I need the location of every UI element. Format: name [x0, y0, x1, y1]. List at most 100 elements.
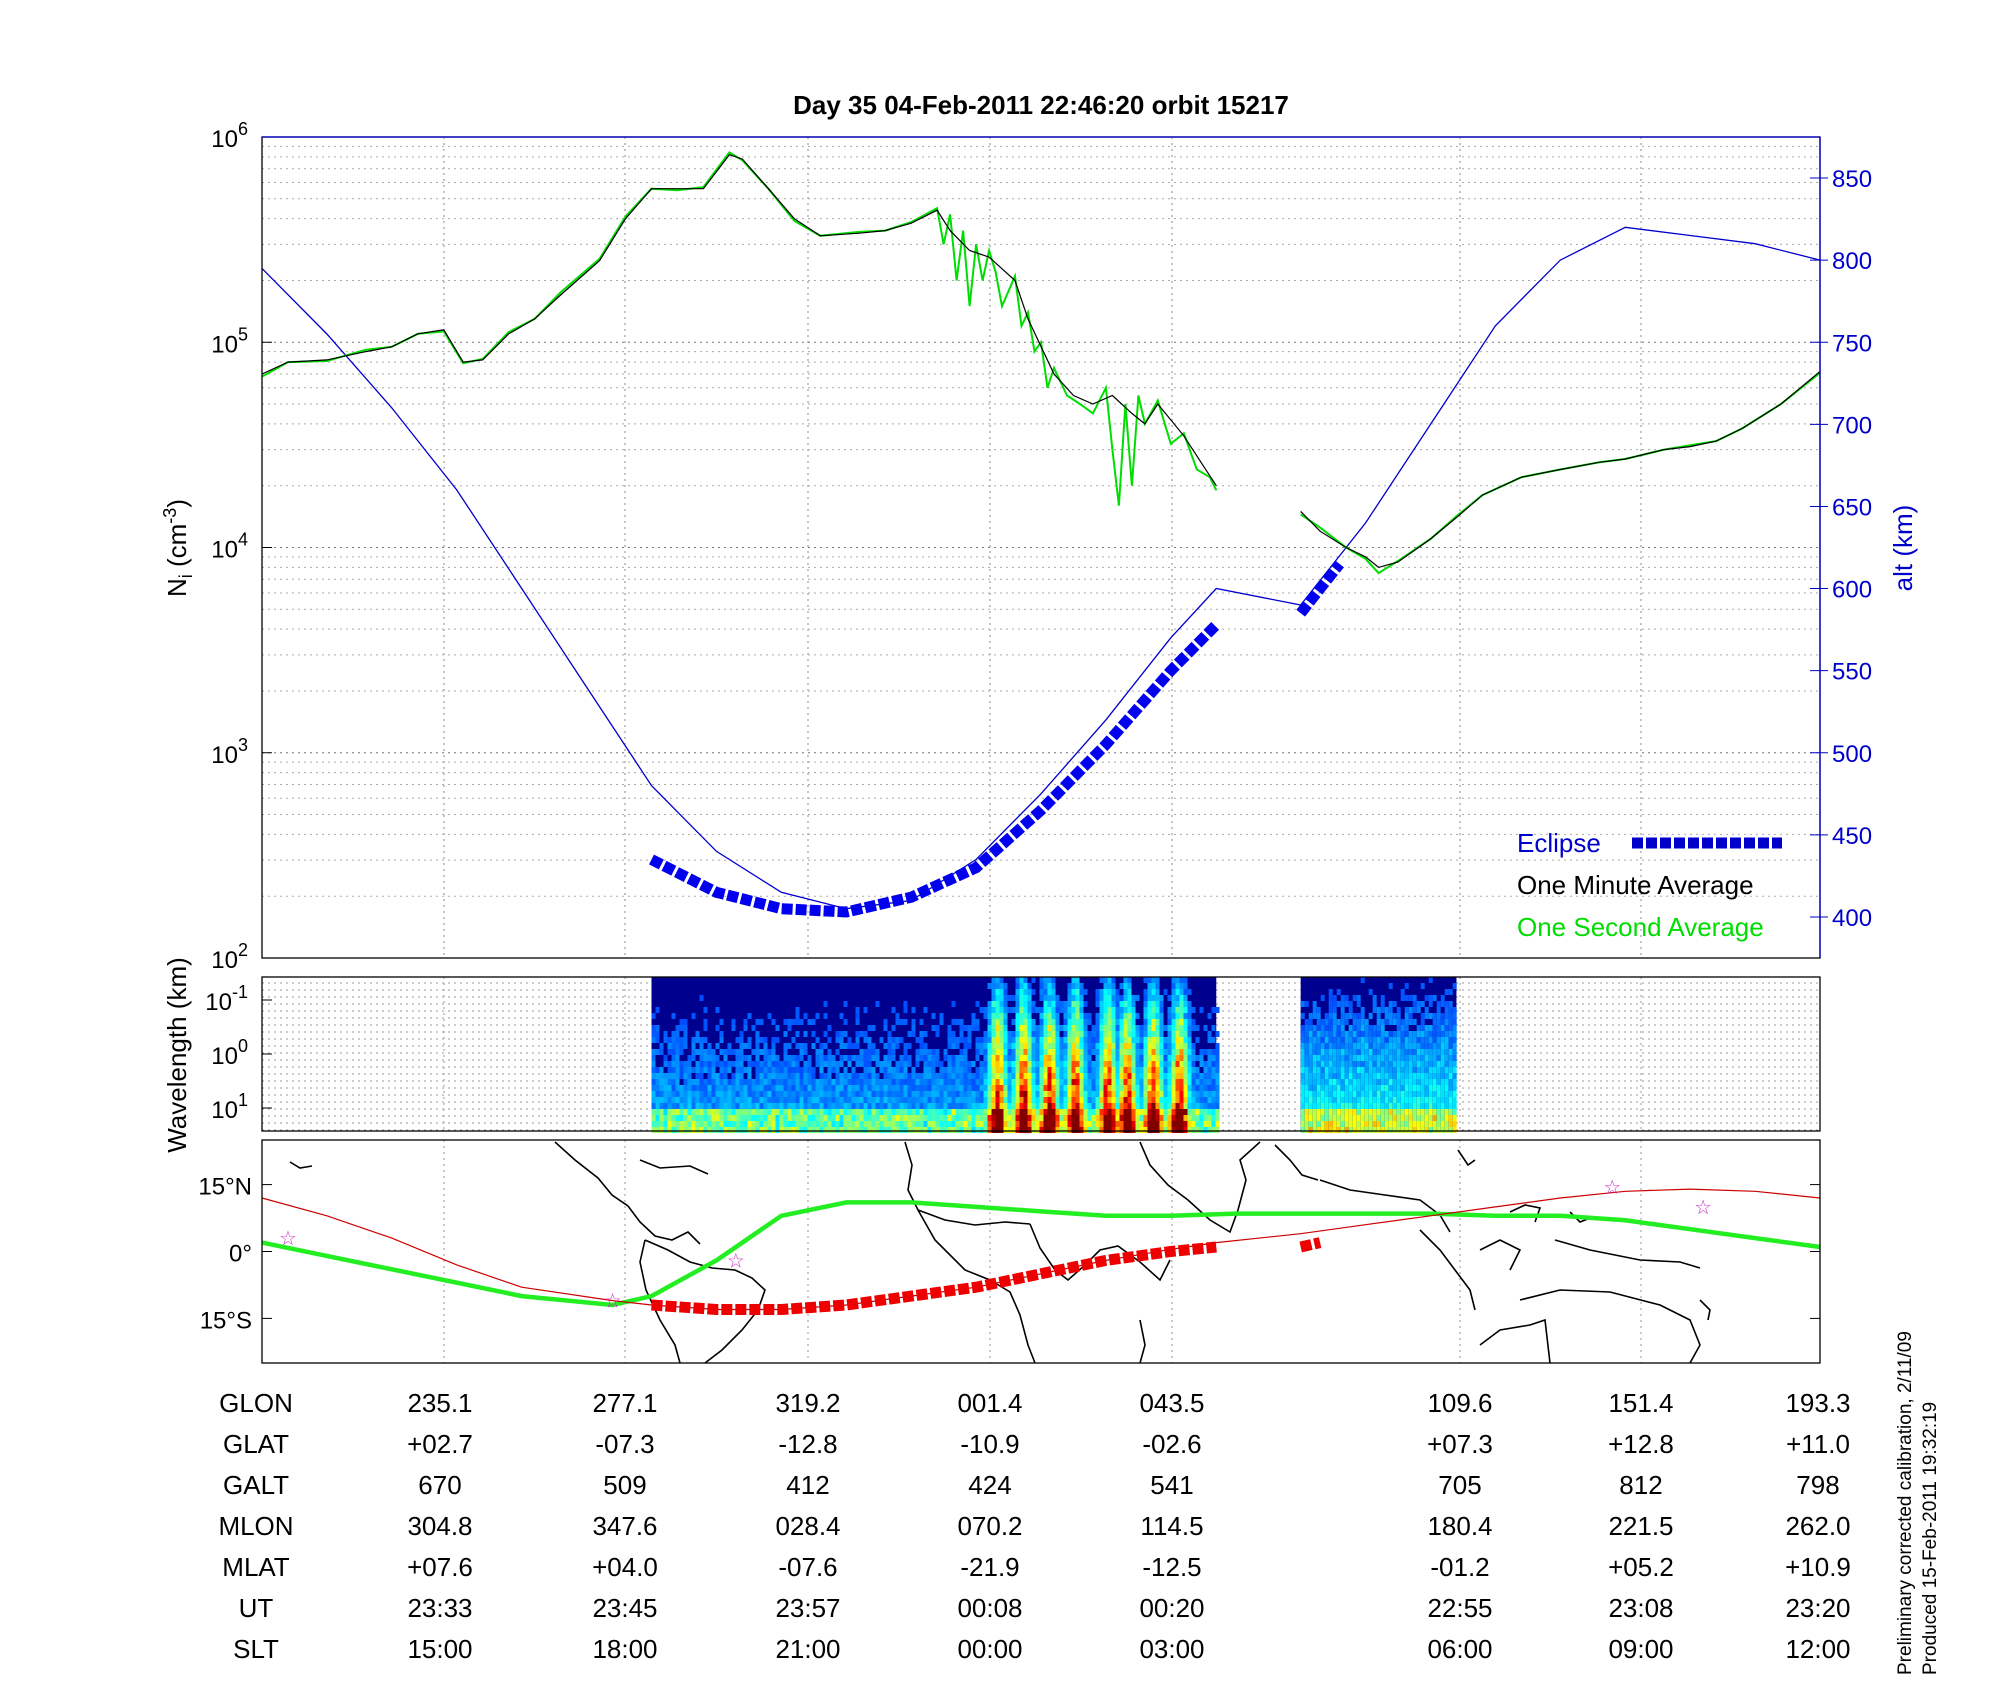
table-cell: -07.6 — [778, 1552, 837, 1582]
row-label-glon: GLON — [219, 1388, 293, 1418]
table-cell: -21.9 — [960, 1552, 1019, 1582]
row-label-slt: SLT — [233, 1634, 279, 1664]
star-marker: ☆ — [279, 1228, 297, 1250]
table-cell: 235.1 — [407, 1388, 472, 1418]
orbit-table: GLON GLAT GALT MLON MLAT UT SLT 235.1 +02.7 670 30… — [218, 1388, 1850, 1664]
table-cell: 151.4 — [1608, 1388, 1673, 1418]
right-tick-label: 800 — [1832, 248, 1872, 275]
calibration-note: Preliminary corrected calibration, 2/11/… — [1895, 1331, 1916, 1675]
right-tick-label: 550 — [1832, 659, 1872, 686]
map-grid — [443, 1140, 1642, 1363]
table-cell: 277.1 — [592, 1388, 657, 1418]
table-cell: 18:00 — [592, 1634, 657, 1664]
spectrogram-grid — [262, 977, 1820, 1131]
table-cell: 043.5 — [1139, 1388, 1204, 1418]
table-cell: 06:00 — [1427, 1634, 1492, 1664]
table-cell: +07.3 — [1427, 1429, 1493, 1459]
spectrogram-heatmap — [651, 977, 1457, 1133]
left-tick-label: 103 — [211, 735, 248, 769]
table-cell: 509 — [603, 1470, 646, 1500]
coastline — [1519, 1289, 1701, 1364]
coastline — [644, 1239, 766, 1364]
table-cell: 22:55 — [1427, 1593, 1492, 1623]
table-cell: 028.4 — [775, 1511, 840, 1541]
coastline — [554, 1141, 701, 1245]
coastline — [1029, 1223, 1171, 1282]
coastline — [1419, 1229, 1476, 1311]
table-cell: +04.0 — [592, 1552, 658, 1582]
table-cell: 15:00 — [407, 1634, 472, 1664]
table-cell: 21:00 — [775, 1634, 840, 1664]
star-marker: ☆ — [1694, 1197, 1712, 1219]
table-cell: +02.7 — [407, 1429, 473, 1459]
coastline — [1554, 1239, 1701, 1269]
coastline — [1479, 1239, 1522, 1271]
lat-equator-label: 0° — [229, 1241, 252, 1268]
table-cell: 00:08 — [957, 1593, 1022, 1623]
table-cell: 114.5 — [1140, 1511, 1203, 1541]
map-panel: ☆ ☆ ☆ ☆ ☆ 15°N 0° 15°S — [198, 1139, 1821, 1364]
coastline — [1319, 1179, 1451, 1233]
spectrogram-panel: 10-1 100 101 Wavelength (km) — [162, 957, 1821, 1153]
table-cell: 23:57 — [775, 1593, 840, 1623]
coastline — [917, 1209, 1036, 1364]
table-cell: 347.6 — [592, 1511, 657, 1541]
table-cell: 12:00 — [1785, 1634, 1850, 1664]
table-cell: -02.6 — [1142, 1429, 1201, 1459]
produced-note: Produced 15-Feb-2011 19:32:19 — [1920, 1402, 1941, 1675]
table-cell: 09:00 — [1608, 1634, 1673, 1664]
table-cell: 070.2 — [957, 1511, 1022, 1541]
legend-label: One Minute Average — [1517, 870, 1754, 900]
lat-15n-label: 15°N — [198, 1174, 252, 1201]
table-cell: 00:20 — [1139, 1593, 1204, 1623]
series-eclipse — [1296, 560, 1344, 617]
table-cell: +10.9 — [1785, 1552, 1851, 1582]
table-cell: 03:00 — [1139, 1634, 1204, 1664]
star-marker: ☆ — [727, 1250, 745, 1272]
table-cell: -10.9 — [960, 1429, 1019, 1459]
table-cell: 23:20 — [1785, 1593, 1850, 1623]
table-cell: +05.2 — [1608, 1552, 1674, 1582]
table-cell: 705 — [1438, 1470, 1481, 1500]
legend: Eclipse One Minute Average One Second Aver… — [1517, 828, 1782, 942]
right-tick-label: 450 — [1832, 823, 1872, 850]
table-cell: 424 — [968, 1470, 1011, 1500]
coastline — [289, 1161, 313, 1169]
coastline — [1699, 1299, 1711, 1321]
table-cell: 180.4 — [1427, 1511, 1492, 1541]
right-axis-label: alt (km) — [1888, 505, 1918, 592]
coastline — [1139, 1141, 1261, 1234]
series-altitude — [261, 226, 1821, 910]
table-cell: -01.2 — [1430, 1552, 1489, 1582]
spectrogram-axis-label: Wavelength (km) — [162, 957, 192, 1153]
right-tick-label: 500 — [1832, 741, 1872, 768]
table-cell: -12.8 — [778, 1429, 837, 1459]
row-label-mlat: MLAT — [222, 1552, 290, 1582]
coastline — [1274, 1144, 1319, 1181]
table-cell: 670 — [418, 1470, 461, 1500]
left-tick-label: 102 — [211, 940, 248, 974]
chart-title: Day 35 04-Feb-2011 22:46:20 orbit 15217 — [793, 90, 1289, 120]
map-tracks: ☆ ☆ ☆ ☆ ☆ — [261, 1177, 1821, 1315]
coastline — [1479, 1318, 1551, 1364]
table-cell: 23:33 — [407, 1593, 472, 1623]
legend-label: One Second Average — [1517, 912, 1764, 942]
table-cell: 109.6 — [1427, 1388, 1492, 1418]
left-axis-label: Ni (cm-3) — [160, 499, 196, 597]
table-cell: 001.4 — [957, 1388, 1022, 1418]
density-series — [261, 151, 1821, 918]
table-cell: 23:45 — [592, 1593, 657, 1623]
table-cell: +12.8 — [1608, 1429, 1674, 1459]
left-tick-label: 106 — [211, 119, 248, 153]
right-tick-label: 750 — [1832, 330, 1872, 357]
table-cell: 23:08 — [1608, 1593, 1673, 1623]
right-tick-label: 700 — [1832, 412, 1872, 439]
table-cell: 262.0 — [1785, 1511, 1850, 1541]
table-cell: 412 — [786, 1470, 829, 1500]
left-tick-label: 104 — [211, 530, 248, 564]
right-tick-label: 850 — [1832, 166, 1872, 193]
row-label-glat: GLAT — [223, 1429, 289, 1459]
table-cell: 812 — [1619, 1470, 1662, 1500]
table-cell: 00:00 — [957, 1634, 1022, 1664]
